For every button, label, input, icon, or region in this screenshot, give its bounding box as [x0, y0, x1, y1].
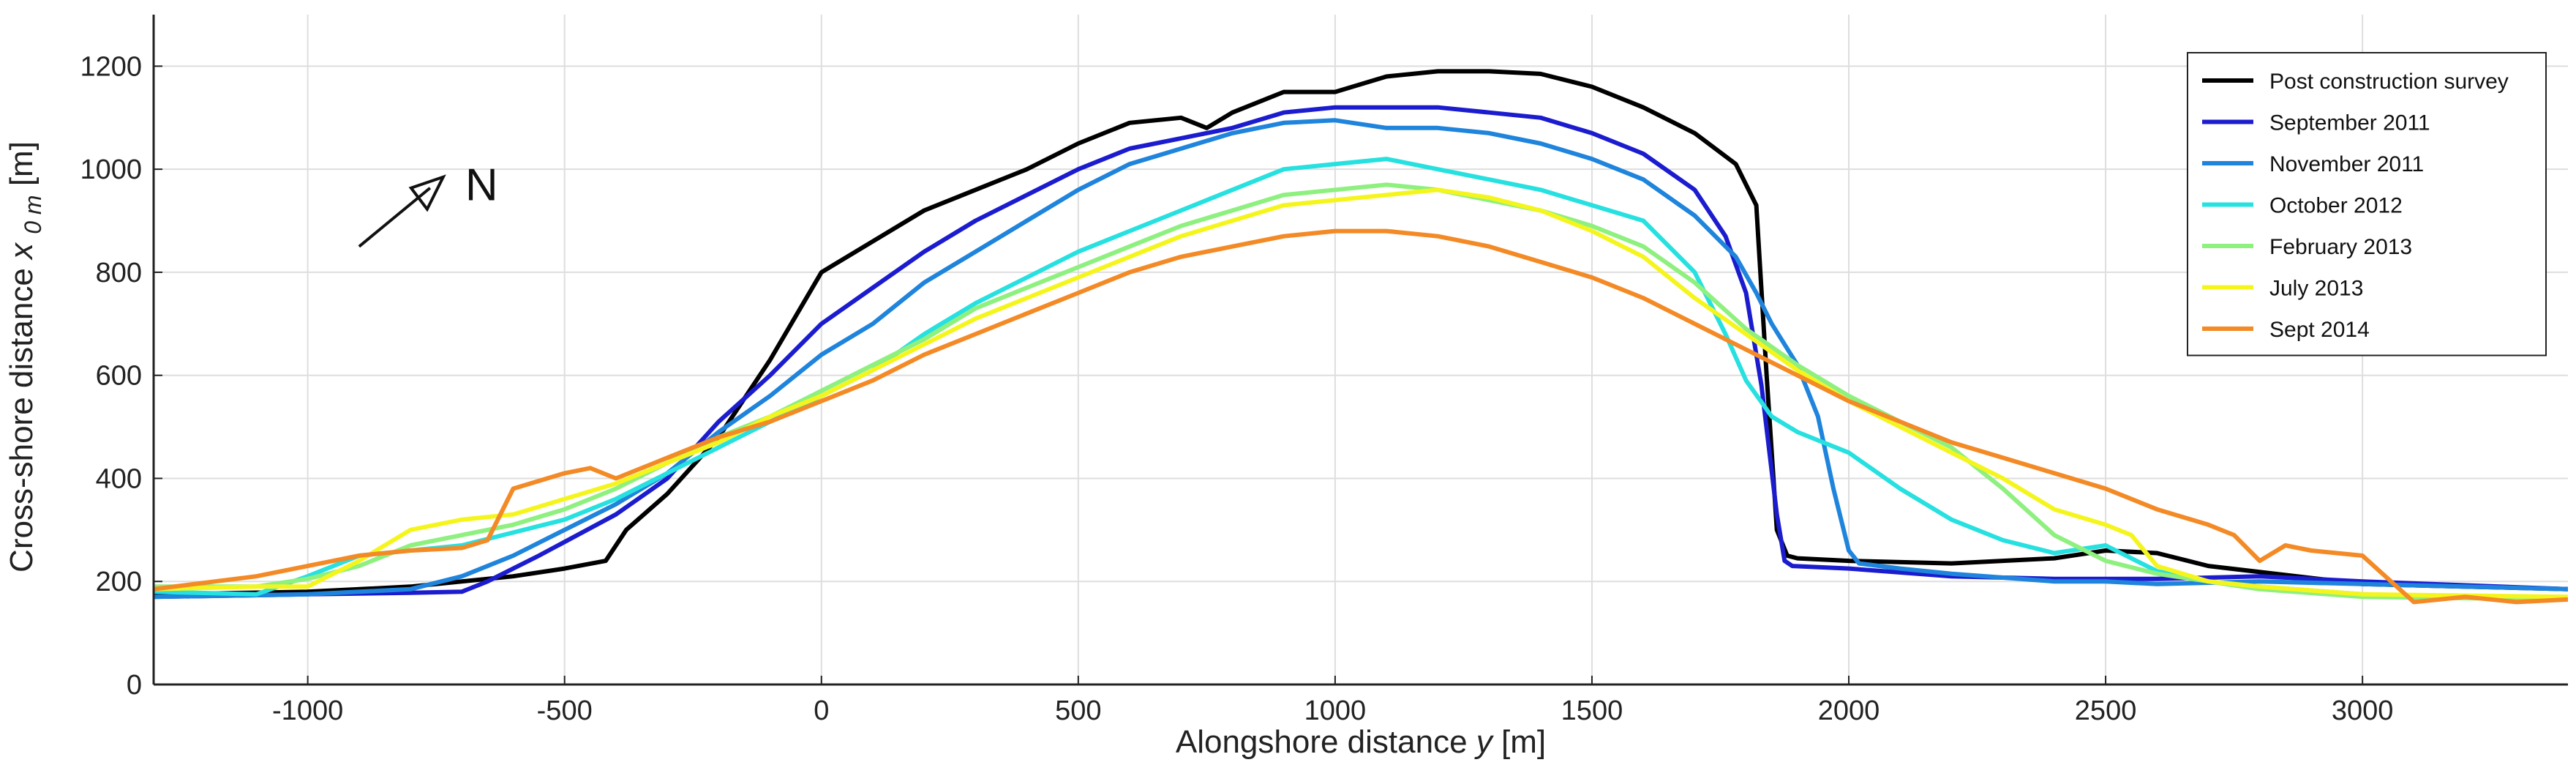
series-line-6 [154, 187, 2568, 600]
y-tick-label: 400 [96, 463, 142, 494]
y-axis-var: x [4, 242, 40, 261]
north-arrow-head [408, 174, 446, 212]
x-tick-label: 1500 [1561, 695, 1623, 726]
y-axis-title: Cross-shore distance x 0 m [m] [4, 141, 48, 572]
x-tick-label: 500 [1055, 695, 1101, 726]
legend-label-2: September 2011 [2269, 111, 2430, 135]
axes [152, 15, 2568, 686]
legend: Post construction survey September 2011 No… [2187, 52, 2547, 357]
y-axis-unit: [m] [4, 141, 40, 186]
series-line-1 [154, 69, 2568, 597]
y-tick-label: 200 [96, 567, 142, 597]
series-line-3 [154, 118, 2568, 600]
x-tick-label: 2000 [1818, 695, 1880, 726]
legend-label-3: November 2011 [2269, 152, 2424, 176]
y-tick-label: 800 [96, 258, 142, 288]
x-axis-title: Alongshore distance y [m] [1176, 724, 1546, 760]
y-axis-label: Cross-shore distance [4, 268, 40, 572]
north-annotation: N [358, 160, 498, 248]
x-tick-label: 1000 [1304, 695, 1367, 726]
y-tick-label: 0 [127, 670, 142, 701]
y-tick-label: 1000 [80, 154, 142, 185]
series-line-2 [154, 105, 2568, 600]
legend-label-6: July 2013 [2269, 277, 2363, 301]
x-tick-label: -1000 [272, 695, 343, 726]
x-axis-label: Alongshore distance [1176, 724, 1468, 760]
north-label: N [465, 160, 498, 211]
x-tick-label: 3000 [2332, 695, 2394, 726]
series-line-5 [154, 182, 2568, 602]
north-arrow-icon [358, 174, 446, 248]
legend-label-7: Sept 2014 [2269, 318, 2370, 342]
y-axis-subscript: 0 m [20, 195, 46, 234]
legend-label-5: February 2013 [2269, 235, 2412, 259]
y-tick-label: 600 [96, 361, 142, 392]
legend-label-1: Post construction survey [2269, 70, 2509, 94]
y-tick-label: 1200 [80, 51, 142, 82]
x-axis-unit: [m] [1501, 724, 1546, 760]
series-line-7 [154, 228, 2568, 605]
x-tick-label: 2500 [2075, 695, 2137, 726]
legend-label-4: October 2012 [2269, 194, 2403, 218]
x-axis-var: y [1474, 724, 1495, 760]
x-tick-label: -500 [537, 695, 593, 726]
x-tick-label: 0 [814, 695, 829, 726]
ticks: -1000 -500 0 500 1000 1500 2000 2500 3000 0 200 400… [80, 51, 2393, 726]
series-line-4 [154, 157, 2568, 602]
plot-area [154, 69, 2568, 605]
